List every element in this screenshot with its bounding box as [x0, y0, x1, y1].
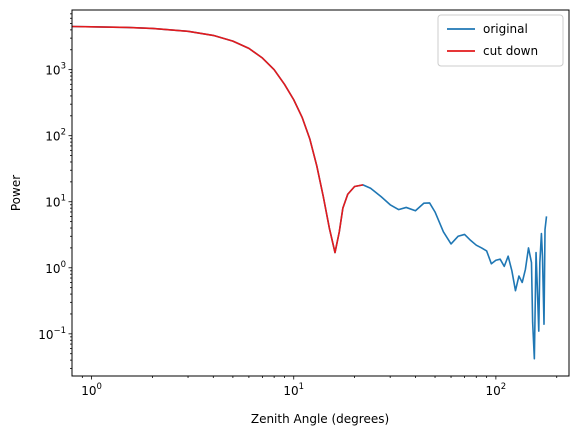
x-tick-label: 101 — [283, 382, 304, 398]
y-tick-label: 103 — [45, 62, 66, 78]
legend-box — [437, 14, 564, 67]
x-axis: 100 101 102 — [81, 376, 558, 398]
legend-label-original: original — [483, 22, 528, 36]
y-tick-label: 100 — [45, 260, 66, 276]
y-axis-label: Power — [9, 175, 23, 211]
plot-frame — [71, 9, 570, 377]
y-tick-label: 10−1 — [38, 326, 66, 342]
y-axis: 10−1 100 101 102 103 — [38, 13, 72, 369]
series-line-cut-down — [72, 25, 364, 254]
series-layer — [72, 25, 548, 360]
legend: original cut down — [437, 14, 564, 67]
x-tick-label: 100 — [81, 382, 102, 398]
legend-label-cut-down: cut down — [483, 44, 538, 58]
x-axis-label: Zenith Angle (degrees) — [251, 412, 389, 426]
y-tick-label: 101 — [45, 194, 66, 210]
y-tick-label: 102 — [45, 128, 66, 144]
x-tick-label: 102 — [486, 382, 507, 398]
